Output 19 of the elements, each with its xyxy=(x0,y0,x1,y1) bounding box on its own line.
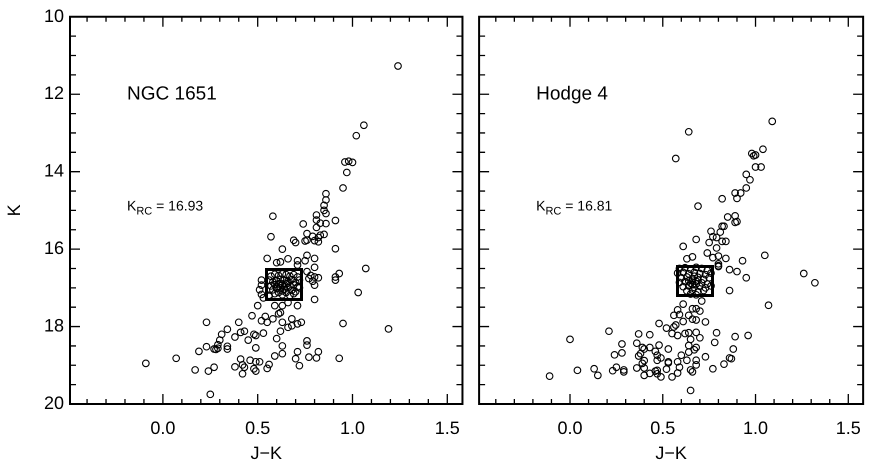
x-tick-label: 0.0 xyxy=(557,418,583,438)
y-tick-label: 12 xyxy=(44,83,64,104)
x-tick-label: 1.5 xyxy=(836,418,861,438)
y-tick-label: 20 xyxy=(44,392,64,413)
x-tick-label: 0.5 xyxy=(650,418,676,438)
y-tick-label: 16 xyxy=(44,238,64,258)
y-tick-label: 10 xyxy=(44,6,64,26)
annotation: NGC 1651 xyxy=(127,83,217,104)
y-tick-label: 14 xyxy=(44,160,64,181)
y-axis-title: K xyxy=(4,204,24,216)
y-tick-label: 18 xyxy=(44,316,64,336)
x-tick-label: 0.5 xyxy=(245,418,270,438)
x-tick-label: 1.0 xyxy=(743,418,768,438)
x-tick-label: 1.0 xyxy=(340,418,366,438)
x-axis-title: J−K xyxy=(655,443,687,464)
annotation: Hodge 4 xyxy=(536,83,608,104)
x-tick-label: 1.5 xyxy=(434,418,460,438)
x-tick-label: 0.0 xyxy=(150,418,176,438)
x-axis-title: J−K xyxy=(250,443,282,464)
